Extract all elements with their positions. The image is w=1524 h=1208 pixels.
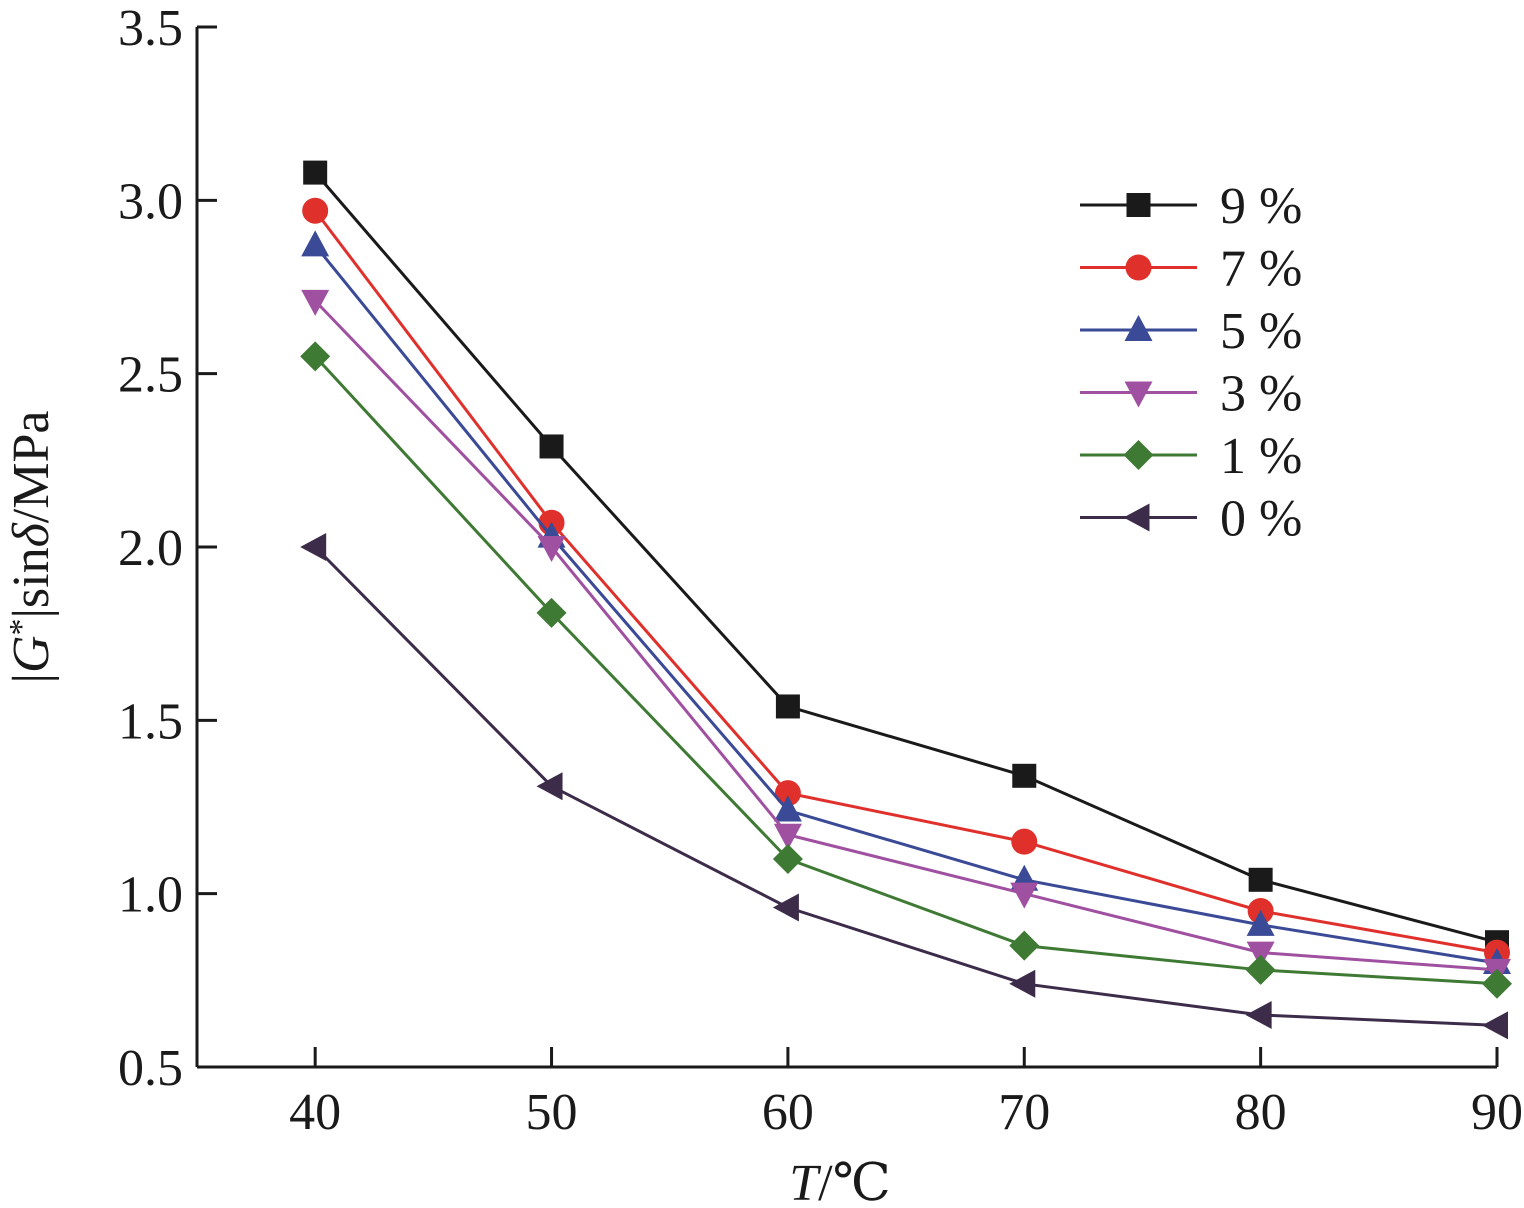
y-axis-title-delta: δ (3, 522, 60, 547)
data-point (1248, 867, 1273, 892)
legend-marker (1124, 315, 1153, 341)
series-2 (301, 230, 1511, 974)
data-point (301, 230, 330, 257)
y-axis-title-sin: |sin (3, 547, 60, 618)
data-point (301, 289, 330, 316)
legend-marker (1126, 193, 1151, 217)
data-point (1245, 954, 1276, 985)
y-axis-title: |G*|sinδ/MPa (3, 411, 60, 684)
legend: 9 % 7 %5 % 3 %1 % 0 % (1080, 178, 1302, 548)
data-point (300, 533, 327, 561)
series-line (314, 171, 1498, 944)
x-axis-title: T/℃ (789, 1155, 891, 1208)
series-line (314, 545, 1498, 1027)
x-tick-label: 70 (998, 1084, 1050, 1141)
data-point (774, 780, 801, 807)
data-point (772, 893, 799, 922)
legend-marker (1123, 503, 1150, 532)
legend-label: 5 % (1220, 303, 1302, 360)
x-tick-label: 80 (1235, 1084, 1287, 1141)
series-line (314, 355, 1498, 986)
data-point (773, 823, 802, 850)
series-layer (300, 160, 1512, 1040)
y-axis-title-unit: /MPa (3, 411, 60, 524)
series-line (313, 209, 1498, 955)
data-point (1246, 909, 1275, 936)
data-point (773, 795, 802, 822)
data-point (772, 844, 803, 874)
x-axis-title-unit: /℃ (818, 1155, 891, 1208)
data-point (536, 597, 567, 628)
legend-label: 0 % (1220, 491, 1302, 548)
data-point (536, 772, 563, 801)
series-line (314, 299, 1498, 972)
series-line (314, 244, 1498, 965)
data-point (303, 160, 328, 185)
series-4 (300, 341, 1512, 999)
legend-marker (1123, 440, 1154, 470)
legend-item: 3 % (1080, 366, 1302, 423)
legend-label: 7 % (1220, 241, 1302, 298)
y-tick-label: 1.0 (118, 867, 183, 924)
data-point (1009, 969, 1036, 998)
legend-item: 7 % (1080, 241, 1302, 298)
data-point (1482, 1011, 1508, 1040)
legend-item: 5 % (1080, 303, 1302, 360)
y-axis-title-star: * (3, 618, 40, 635)
y-tick-label: 3.5 (118, 0, 183, 57)
legend-item: 9 % (1080, 178, 1302, 235)
data-point (539, 434, 564, 459)
data-point (1009, 930, 1040, 961)
series-1 (302, 197, 1510, 966)
data-point (775, 694, 800, 719)
data-point (302, 197, 329, 224)
data-point (300, 341, 331, 372)
legend-item: 1 % (1080, 428, 1302, 485)
y-tick-label: 3.0 (118, 173, 183, 230)
data-point (1011, 828, 1038, 855)
legend-marker (1124, 381, 1153, 408)
y-tick-label: 1.5 (118, 693, 183, 750)
x-tick-label: 50 (526, 1084, 578, 1141)
data-point (1482, 968, 1512, 999)
legend-label: 1 % (1220, 428, 1302, 485)
legend-label: 9 % (1220, 178, 1302, 235)
legend-label: 3 % (1220, 366, 1302, 423)
data-point (537, 536, 566, 562)
data-point (1245, 1001, 1272, 1029)
y-axis-title-bar-left: | (3, 673, 60, 683)
series-5 (300, 533, 1508, 1040)
y-tick-label: 0.5 (118, 1040, 183, 1097)
data-point (1246, 941, 1275, 968)
x-ticks: 40 50 60 70 80 90 (289, 1047, 1523, 1141)
legend-item: 0 % (1080, 491, 1302, 548)
x-axis-title-symbol: T (789, 1155, 821, 1208)
legend-marker (1125, 254, 1152, 281)
data-point (1012, 763, 1037, 788)
y-ticks: 0.5 1.0 1.5 2.0 2.5 3.0 3.5 (118, 0, 217, 1097)
x-tick-label: 90 (1471, 1084, 1523, 1141)
x-tick-label: 60 (762, 1084, 814, 1141)
y-axis-title-g: G (3, 635, 60, 673)
data-point (1010, 882, 1039, 909)
y-tick-label: 2.5 (118, 347, 183, 404)
x-tick-label: 40 (289, 1084, 341, 1141)
series-0 (303, 160, 1509, 955)
y-tick-label: 2.0 (118, 520, 183, 577)
series-3 (301, 289, 1511, 985)
